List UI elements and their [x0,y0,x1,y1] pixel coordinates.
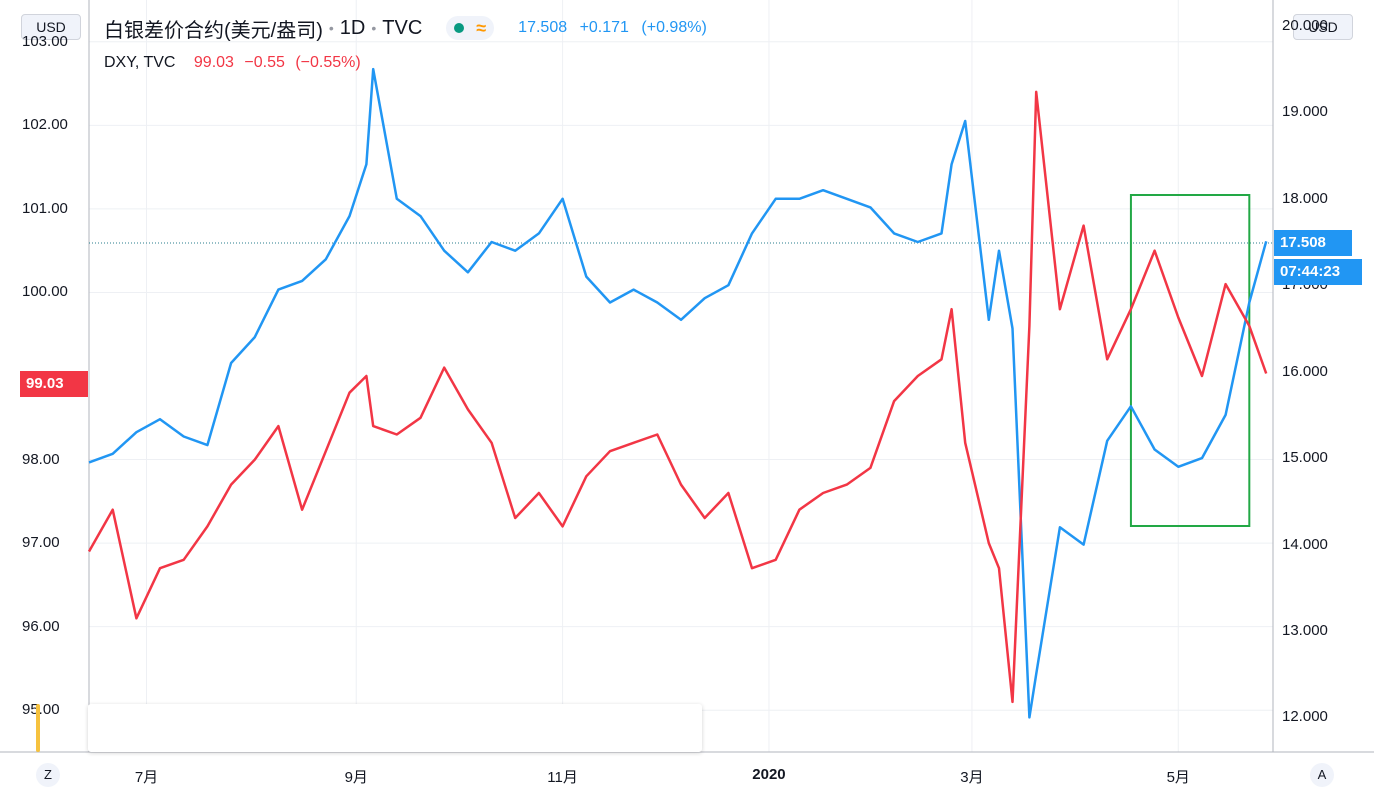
silver-price-tag: 17.508 [1274,230,1352,256]
right-tick-label: 12.000 [1282,708,1328,726]
time-tick-label: 7月 [134,769,159,786]
dxy-change-pct: (−0.55%) [295,54,361,71]
silver-last: 17.508 [518,19,568,36]
left-tick-label: 103.00 [22,32,68,50]
dxy-legend[interactable]: DXY, TVC 99.03 −0.55 (−0.55%) [104,54,367,72]
right-tick-label: 13.000 [1282,621,1328,639]
dxy-quote: 99.03 −0.55 (−0.55%) [194,54,367,71]
silver-quote: 17.508 +0.171 (+0.98%) [518,19,715,37]
market-status-badge[interactable]: ≈ [446,16,495,40]
left-currency-button[interactable]: USD [21,14,81,40]
left-tick-label: 102.00 [22,116,68,134]
right-tick-label: 14.000 [1282,535,1328,553]
delayed-data-icon: ≈ [476,17,487,38]
separator-dot: • [328,20,334,36]
left-tick-label: 98.00 [22,450,60,468]
left-tick-label: 97.00 [22,534,60,552]
auto-scale-button[interactable]: A [1310,763,1334,787]
dxy-last: 99.03 [193,54,234,71]
source-label: TVC [382,16,423,39]
bar-countdown-tag: 07:44:23 [1274,259,1362,285]
market-open-icon [454,23,465,33]
left-tick-label: 96.00 [22,617,60,635]
dxy-series-line [87,90,1268,704]
silver-change: +0.171 [579,19,629,36]
time-tick-label: 9月 [344,769,368,786]
series-layer [87,67,1268,719]
time-tick-label: 11月 [547,769,578,786]
left-tick-label: 95.00 [22,701,60,719]
left-tick-label: 101.00 [22,199,68,217]
right-tick-label: 19.000 [1282,103,1328,121]
separator-dot: • [371,20,377,36]
time-tick-label: 5月 [1166,769,1190,786]
grid [89,0,1273,752]
right-tick-label: 15.000 [1282,449,1328,467]
bottom-toolbar-panel [88,704,702,752]
right-tick-label: 16.000 [1282,362,1328,380]
right-tick-label: 18.000 [1282,189,1328,207]
pane-separator-handle[interactable] [36,704,40,752]
dxy-name[interactable]: DXY, TVC [104,54,176,71]
interval-label[interactable]: 1D [339,16,366,39]
right-tick-label: 20.000 [1282,16,1328,34]
dxy-change: −0.55 [244,54,285,71]
left-tick-label: 100.00 [22,283,68,301]
time-tick-label: 2020 [752,766,786,783]
dxy-price-tag: 99.03 [20,371,88,397]
zoom-corner-button[interactable]: Z [36,763,60,787]
time-tick-label: 3月 [960,769,984,786]
symbol-name[interactable]: 白银差价合约(美元/盎司) [104,19,323,42]
right-currency-button[interactable]: USD [1293,14,1353,40]
highlight-box [1129,194,1251,527]
chart-legend-main[interactable]: 白银差价合约(美元/盎司) • 1D • TVC ≈ 17.508 +0.171… [104,16,715,42]
silver-series-line [88,67,1268,719]
silver-change-pct: (+0.98%) [641,19,707,36]
